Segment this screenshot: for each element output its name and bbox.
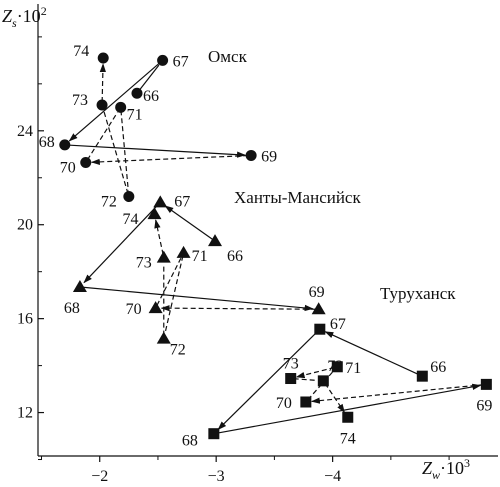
triangle-marker [176,245,191,258]
trajectory-segment [310,384,484,404]
data-label: 66 [143,88,159,105]
circle-marker [96,99,108,111]
square-marker [300,396,312,408]
circle-marker [157,54,169,66]
trajectory-segment [90,154,249,166]
y-tick-label: 16 [17,311,33,328]
y-tick-label: 12 [17,405,33,422]
y-tick-label: 24 [17,123,33,140]
data-markers [59,52,492,440]
data-label: 72 [327,358,343,375]
axes: −2 −3 −4 12 16 20 24 Zs·102 Zw·103 [2,4,498,485]
series-label: Туруханск [380,284,456,303]
trajectory-segment [99,63,107,102]
square-marker [480,378,492,390]
trajectory-segment [293,378,318,382]
series-label: Омск [208,47,248,66]
trajectory-segment [120,110,129,191]
data-label: 68 [39,134,55,151]
triangle-marker [147,207,162,220]
circle-marker [245,149,257,161]
data-label: 66 [227,248,243,265]
circle-marker [115,101,127,113]
data-label: 69 [261,148,277,165]
data-label: 67 [174,193,190,210]
square-marker [416,370,428,382]
data-labels: 6667686970717273746667686970717273746667… [39,43,493,450]
x-tick-label: −3 [208,468,225,485]
data-label: 71 [192,248,208,265]
circle-marker [131,87,143,99]
square-marker [331,361,343,373]
data-label: 73 [136,255,152,272]
trajectory-segment [217,330,319,431]
data-label: 70 [126,301,142,318]
y-tick-label: 20 [17,217,33,234]
data-label: 74 [73,43,89,60]
triangle-marker [156,331,171,344]
triangle-marker [311,302,326,315]
trajectory-segment [103,110,129,194]
triangle-marker [148,301,163,314]
square-marker [317,375,329,387]
data-label: 73 [72,92,88,109]
circle-marker [80,156,92,168]
trajectory-segment [82,286,314,312]
data-label: 74 [340,430,356,447]
data-label: 66 [430,359,446,376]
trajectory-segment [156,257,182,306]
triangle-marker [156,250,171,263]
circle-marker [123,191,135,203]
data-label: 71 [127,106,143,123]
data-label: 74 [122,211,138,228]
trajectory-segment [164,205,213,240]
triangle-marker [208,234,223,247]
data-label: 68 [182,433,198,450]
square-marker [285,373,297,385]
circle-marker [97,52,109,64]
data-label: 72 [101,194,117,211]
series-label: Ханты-Мансийск [234,188,361,207]
x-axis-label: Zw·103 [422,456,470,482]
trajectory-segment [324,331,420,376]
trajectory-segment [83,204,159,284]
trajectory-segment [68,61,161,142]
trajectory-segment [154,219,164,255]
triangle-marker [153,195,168,208]
trajectory-arrows [67,61,484,434]
data-label: 72 [170,342,186,359]
x-tick-label: −4 [324,468,341,485]
trajectory-segment [164,255,184,333]
triangle-marker [72,279,87,292]
square-marker [314,323,326,335]
data-label: 68 [64,300,80,317]
data-label: 69 [476,397,492,414]
data-label: 70 [60,159,76,176]
data-label: 69 [309,284,325,301]
trajectory-segment [216,383,482,434]
trajectory-segment [67,144,247,158]
trajectory-segment [86,112,118,161]
trajectory-segment [160,305,316,312]
circle-marker [59,139,71,151]
trajectory-segment [138,64,160,92]
y-axis-label: Zs·102 [2,4,47,30]
trajectory-segment [295,366,335,379]
data-label: 73 [283,356,299,373]
square-marker [208,428,220,440]
data-label: 71 [345,360,361,377]
data-label: 67 [330,316,346,333]
trajectory-segment [324,383,345,414]
data-label: 70 [276,395,292,412]
x-tick-label: −2 [91,468,108,485]
square-marker [342,411,354,423]
data-label: 67 [173,53,189,70]
